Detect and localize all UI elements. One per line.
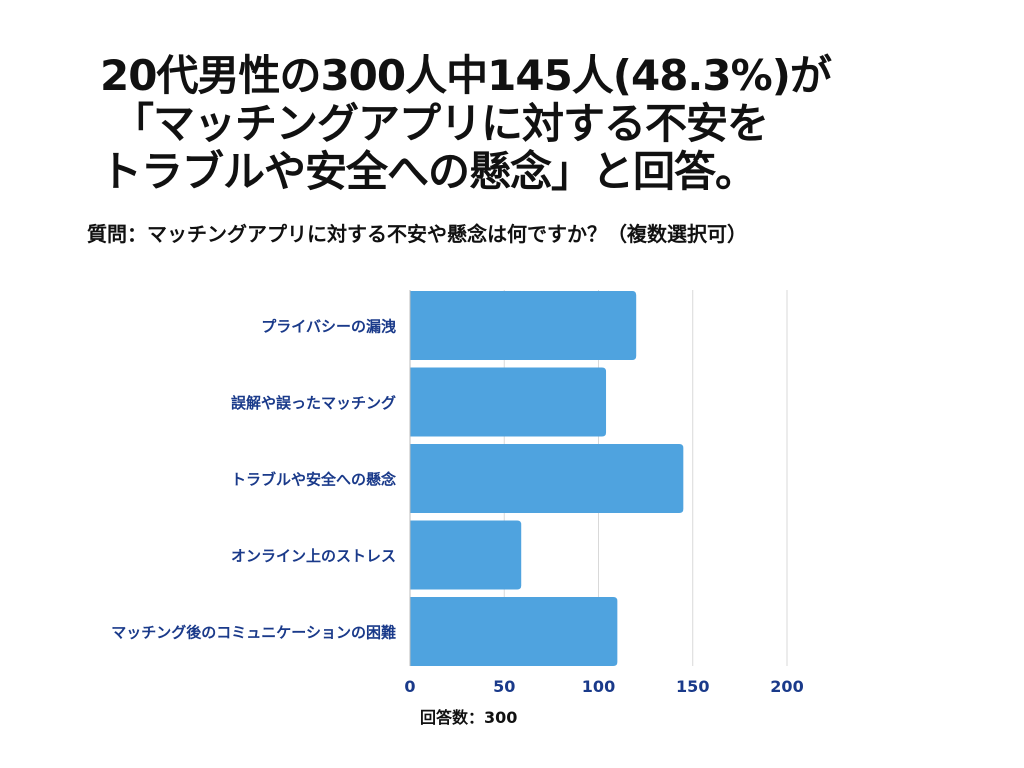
response-count: 回答数：300	[420, 708, 518, 727]
bar-2	[410, 444, 684, 513]
bar-4	[410, 597, 618, 666]
bar-chart: プライバシーの漏洩誤解や誤ったマッチングトラブルや安全への懸念オンライン上のスト…	[111, 290, 804, 696]
category-label-3: オンライン上のストレス	[231, 547, 396, 565]
headline-line-1: 20代男性の300人中145人(48.3%)が	[100, 51, 832, 100]
bar-3	[410, 520, 522, 590]
headline-line-3: トラブルや安全への懸念」と回答。	[100, 147, 757, 196]
category-label-4: マッチング後のコミュニケーションの困難	[111, 624, 396, 642]
category-label-1: 誤解や誤ったマッチング	[231, 394, 396, 412]
category-label-2: トラブルや安全への懸念	[231, 471, 396, 489]
bar-1	[410, 367, 607, 437]
x-tick-label-3: 150	[676, 677, 709, 696]
question-text: 質問：マッチングアプリに対する不安や懸念は何ですか？（複数選択可）	[87, 222, 747, 246]
bar-0	[410, 291, 637, 360]
headline-line-2: 「マッチングアプリに対する不安を	[112, 99, 769, 148]
x-tick-label-2: 100	[582, 677, 615, 696]
x-tick-label-1: 50	[493, 677, 515, 696]
x-tick-label-0: 0	[404, 677, 415, 696]
category-label-0: プライバシーの漏洩	[261, 318, 396, 336]
x-tick-label-4: 200	[770, 677, 803, 696]
headline: 20代男性の300人中145人(48.3%)が 「マッチングアプリに対する不安を…	[100, 52, 1000, 196]
